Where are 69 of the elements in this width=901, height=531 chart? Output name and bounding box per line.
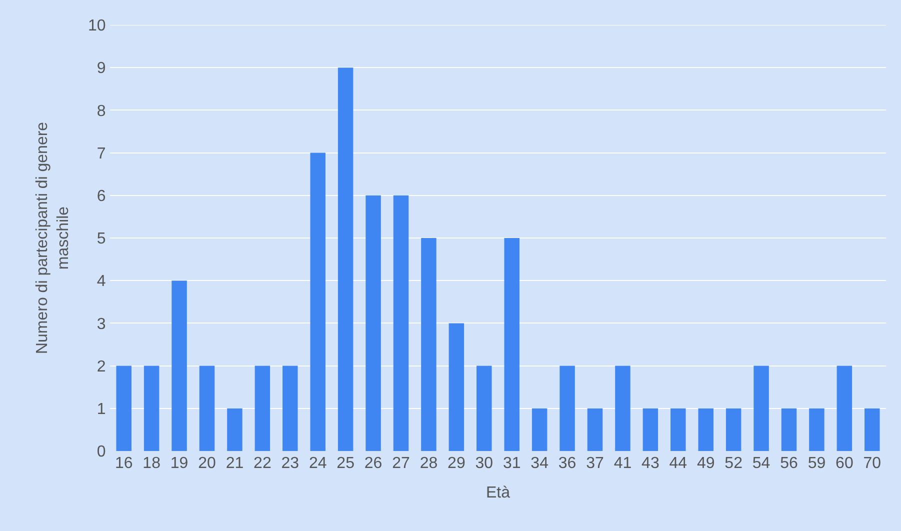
x-tick-label: 29 xyxy=(448,455,466,472)
x-tick-label: 52 xyxy=(724,455,743,472)
x-tick-label: 60 xyxy=(836,455,854,472)
bar xyxy=(448,323,464,451)
bar xyxy=(670,408,686,451)
x-tick-label: 41 xyxy=(614,455,632,472)
x-tick-label: 54 xyxy=(752,455,770,472)
x-tick-label: 36 xyxy=(558,455,576,472)
x-tick-label: 43 xyxy=(642,455,660,472)
x-tick-label: 49 xyxy=(696,455,715,472)
x-tick-label: 27 xyxy=(392,455,410,472)
bar xyxy=(698,408,714,451)
bar xyxy=(809,408,824,451)
x-tick-label: 26 xyxy=(364,455,382,472)
bar xyxy=(836,366,852,451)
bar xyxy=(864,408,880,451)
bar xyxy=(338,68,354,451)
y-tick-label: 1 xyxy=(96,401,106,418)
bar xyxy=(172,280,187,451)
bar xyxy=(587,408,603,451)
bar xyxy=(116,366,132,451)
bar xyxy=(504,238,520,451)
x-tick-label: 37 xyxy=(586,455,604,472)
y-tick-label: 4 xyxy=(96,273,106,290)
bar xyxy=(310,152,326,451)
x-tick-label: 16 xyxy=(114,455,133,472)
y-tick-label: 5 xyxy=(96,230,106,248)
y-tick-label: 7 xyxy=(96,145,106,162)
x-tick-label: 20 xyxy=(198,455,216,472)
bar xyxy=(421,238,436,451)
x-tick-label: 22 xyxy=(254,455,272,472)
y-tick-label: 8 xyxy=(96,102,106,120)
x-tick-label: 25 xyxy=(336,455,355,472)
x-tick-label: 28 xyxy=(420,455,438,472)
x-axis-title: Età xyxy=(486,484,510,502)
y-tick-label: 0 xyxy=(96,444,106,461)
y-tick-label: 3 xyxy=(96,316,106,333)
x-tick-label: 70 xyxy=(863,455,882,472)
y-tick-label: 6 xyxy=(96,188,106,205)
bar xyxy=(282,366,298,451)
x-tick-label: 30 xyxy=(475,455,494,472)
bar xyxy=(227,408,242,451)
x-tick-label: 59 xyxy=(808,455,826,472)
bar xyxy=(144,366,160,451)
bar xyxy=(366,195,381,451)
y-tick-label: 9 xyxy=(96,60,106,78)
bar xyxy=(615,366,630,451)
x-tick-label: 44 xyxy=(669,455,688,472)
x-tick-label: 18 xyxy=(142,455,161,472)
bar xyxy=(754,366,769,451)
bar xyxy=(199,366,215,451)
bar xyxy=(642,408,658,451)
x-tick-label: 56 xyxy=(780,455,798,472)
x-tick-label: 24 xyxy=(308,455,327,472)
y-tick-label: 2 xyxy=(96,358,106,376)
y-axis-title: Numero di partecipanti di genere maschile xyxy=(34,122,72,354)
x-tick-label: 23 xyxy=(281,455,300,472)
bar xyxy=(781,408,797,451)
x-tick-label: 19 xyxy=(170,455,188,472)
y-tick-label: 10 xyxy=(88,18,106,35)
bar xyxy=(726,408,742,451)
x-tick-label: 34 xyxy=(530,455,549,472)
x-tick-label: 21 xyxy=(226,455,244,472)
bar xyxy=(254,366,270,451)
x-tick-label: 31 xyxy=(502,455,521,472)
bar xyxy=(560,366,575,451)
bar xyxy=(476,366,492,451)
bar xyxy=(393,195,409,451)
bar xyxy=(532,408,548,451)
